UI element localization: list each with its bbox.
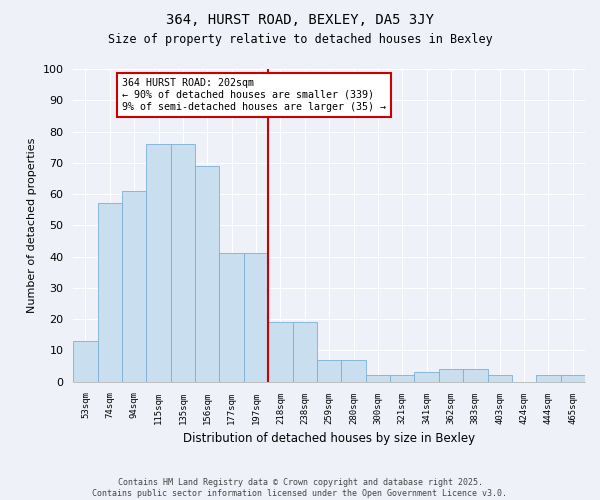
Y-axis label: Number of detached properties: Number of detached properties xyxy=(27,138,37,313)
Bar xyxy=(244,254,268,382)
Bar xyxy=(73,341,98,382)
Bar xyxy=(463,369,488,382)
Bar xyxy=(341,360,365,382)
Bar xyxy=(268,322,293,382)
Bar xyxy=(146,144,171,382)
Bar xyxy=(390,376,415,382)
Bar xyxy=(195,166,220,382)
Bar xyxy=(220,254,244,382)
Bar xyxy=(171,144,195,382)
Bar xyxy=(439,369,463,382)
Text: Contains HM Land Registry data © Crown copyright and database right 2025.
Contai: Contains HM Land Registry data © Crown c… xyxy=(92,478,508,498)
Bar xyxy=(122,191,146,382)
Bar xyxy=(98,204,122,382)
Text: 364 HURST ROAD: 202sqm
← 90% of detached houses are smaller (339)
9% of semi-det: 364 HURST ROAD: 202sqm ← 90% of detached… xyxy=(122,78,386,112)
Text: Size of property relative to detached houses in Bexley: Size of property relative to detached ho… xyxy=(107,32,493,46)
Bar xyxy=(293,322,317,382)
Bar xyxy=(365,376,390,382)
Bar xyxy=(488,376,512,382)
Text: 364, HURST ROAD, BEXLEY, DA5 3JY: 364, HURST ROAD, BEXLEY, DA5 3JY xyxy=(166,12,434,26)
X-axis label: Distribution of detached houses by size in Bexley: Distribution of detached houses by size … xyxy=(183,432,475,445)
Bar xyxy=(317,360,341,382)
Bar xyxy=(536,376,560,382)
Bar xyxy=(415,372,439,382)
Bar xyxy=(560,376,585,382)
